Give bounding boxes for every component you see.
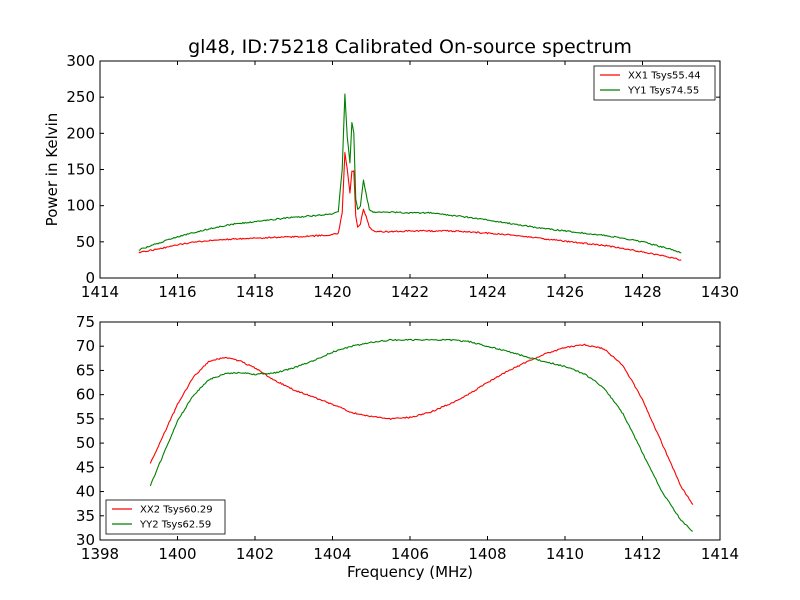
x-tick-label: 1416 <box>158 283 196 301</box>
x-tick-label: 1408 <box>468 545 506 563</box>
x-tick-label: 1398 <box>81 545 119 563</box>
y-tick-label: 55 <box>76 410 95 428</box>
x-tick-label: 1418 <box>236 283 274 301</box>
series-line-0-1 <box>138 93 682 254</box>
legend-entry: YY2 Tsys62.59 <box>139 520 211 531</box>
legend-box <box>105 499 226 535</box>
x-tick-label: 1404 <box>313 545 351 563</box>
legend-box <box>593 65 716 101</box>
x-tick-label: 1402 <box>236 545 274 563</box>
x-tick-label: 1426 <box>546 283 584 301</box>
x-tick-label: 1422 <box>391 283 429 301</box>
y-tick-label: 0 <box>85 269 95 287</box>
y-tick-label: 50 <box>76 233 95 251</box>
y-tick-label: 35 <box>76 507 95 525</box>
x-tick-label: 1406 <box>391 545 429 563</box>
x-tick-label: 1428 <box>623 283 661 301</box>
x-tick-label: 1414 <box>701 545 739 563</box>
bottom-spectrum-panel: 1398 1400 1402 1404 1406 1408 1410 1412 1414 30 35… <box>76 313 739 563</box>
x-tick-label: 1420 <box>313 283 351 301</box>
legend: XX2 Tsys60.29 YY2 Tsys62.59 <box>105 499 226 535</box>
y-tick-label: 30 <box>76 531 95 549</box>
y-tick-label: 50 <box>76 434 95 452</box>
figure-title: gl48, ID:75218 Calibrated On-source spec… <box>188 36 632 58</box>
legend-entry: XX2 Tsys60.29 <box>140 505 213 516</box>
y-tick-label: 70 <box>76 337 95 355</box>
y-tick-label: 200 <box>66 124 95 142</box>
series-line-1-1 <box>149 338 694 532</box>
x-tick-label: 1412 <box>623 545 661 563</box>
y-tick-label: 45 <box>76 458 95 476</box>
x-tick-label: 1400 <box>158 545 196 563</box>
x-tick-label: 1430 <box>701 283 739 301</box>
x-tick-label: 1414 <box>81 283 119 301</box>
series-line-1-0 <box>149 343 694 505</box>
y-tick-label: 40 <box>76 483 95 501</box>
x-tick-label: 1410 <box>546 545 584 563</box>
y-axis-label: Power in Kelvin <box>43 113 61 227</box>
x-axis-label: Frequency (MHz) <box>347 563 473 581</box>
y-tick-label: 250 <box>66 88 95 106</box>
y-tick-label: 300 <box>66 52 95 70</box>
y-tick-label: 100 <box>66 197 95 215</box>
legend-entry: YY1 Tsys74.55 <box>627 86 699 97</box>
y-tick-label: 75 <box>76 313 95 331</box>
series-line-0-0 <box>138 152 682 261</box>
y-tick-label: 150 <box>66 161 95 179</box>
top-spectrum-panel: 1414 1416 1418 1420 1422 1424 1426 1428 1430 0 50 1… <box>43 52 739 301</box>
legend-entry: XX1 Tsys55.44 <box>628 71 701 82</box>
legend: XX1 Tsys55.44 YY1 Tsys74.55 <box>593 65 716 101</box>
y-tick-label: 65 <box>76 361 95 379</box>
x-tick-label: 1424 <box>468 283 506 301</box>
y-tick-label: 60 <box>76 386 95 404</box>
